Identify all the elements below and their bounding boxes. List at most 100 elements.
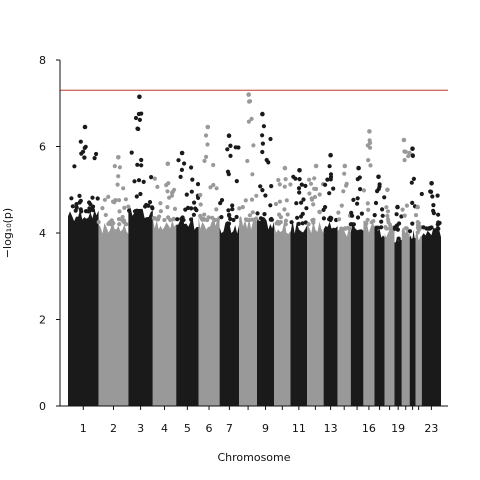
point xyxy=(311,220,316,225)
point xyxy=(385,209,391,214)
point xyxy=(230,207,235,212)
point xyxy=(384,205,389,210)
point xyxy=(358,187,363,192)
point xyxy=(121,186,126,191)
point xyxy=(339,226,344,231)
y-axis-title: −log₁₀(p) xyxy=(1,208,14,258)
point xyxy=(301,197,306,202)
point xyxy=(396,236,401,241)
y-tick-label: 8 xyxy=(39,54,46,67)
point xyxy=(166,215,171,220)
point xyxy=(74,202,79,207)
point xyxy=(87,200,92,205)
chromosome-band-13 xyxy=(323,221,338,406)
point xyxy=(308,181,314,186)
point xyxy=(195,182,201,187)
point xyxy=(228,153,233,158)
chromosome-band-5 xyxy=(176,216,199,406)
point xyxy=(365,201,370,206)
chromosome-band-23 xyxy=(421,226,441,406)
point xyxy=(237,206,242,211)
point xyxy=(364,221,369,226)
chromosome-band-2 xyxy=(98,220,129,406)
point xyxy=(325,177,330,182)
chromosome-band-8 xyxy=(239,215,257,406)
point xyxy=(123,197,128,202)
point xyxy=(283,218,289,223)
point xyxy=(135,162,140,167)
point xyxy=(102,197,107,202)
chromosome-band-18 xyxy=(384,224,395,406)
point xyxy=(299,214,304,219)
point xyxy=(406,154,411,159)
point xyxy=(185,205,191,210)
top-hit-point xyxy=(328,152,333,158)
point xyxy=(394,223,400,228)
point xyxy=(355,201,360,206)
point xyxy=(341,189,346,194)
point xyxy=(306,222,311,227)
point xyxy=(228,216,233,222)
point xyxy=(327,191,332,196)
point xyxy=(147,200,153,205)
point xyxy=(189,206,194,211)
point xyxy=(342,171,347,176)
point xyxy=(328,215,333,220)
point xyxy=(152,176,157,181)
point xyxy=(191,212,196,217)
point xyxy=(282,207,287,212)
point xyxy=(323,205,328,210)
point xyxy=(283,222,288,227)
point xyxy=(219,215,224,220)
chromosome-band-1 xyxy=(68,209,99,406)
point xyxy=(205,142,210,147)
top-hit-point xyxy=(116,155,121,160)
point xyxy=(111,199,116,204)
point xyxy=(283,177,288,182)
point xyxy=(407,150,412,155)
point xyxy=(86,209,91,214)
point xyxy=(96,219,101,225)
chromosome-band-3 xyxy=(128,207,153,406)
point xyxy=(351,197,356,202)
point xyxy=(268,217,273,222)
point xyxy=(77,193,82,198)
point xyxy=(245,158,250,164)
point xyxy=(297,177,302,182)
x-tick-label: 1 xyxy=(80,422,87,435)
point xyxy=(430,194,435,199)
point xyxy=(202,158,207,163)
point xyxy=(288,182,293,187)
top-hit-point xyxy=(260,111,265,117)
point xyxy=(247,213,252,218)
point xyxy=(269,184,274,189)
point xyxy=(263,193,268,198)
point xyxy=(138,191,143,197)
point xyxy=(268,136,273,142)
point xyxy=(427,226,432,231)
point xyxy=(250,210,255,215)
point xyxy=(226,221,232,226)
point xyxy=(203,133,209,138)
x-tick-label: 7 xyxy=(226,422,233,435)
point xyxy=(260,149,265,155)
top-hit-point xyxy=(82,124,88,130)
point xyxy=(368,163,373,168)
chromosome-band-16 xyxy=(363,220,375,406)
point xyxy=(282,184,287,189)
point xyxy=(260,188,265,193)
point xyxy=(135,126,140,131)
point xyxy=(296,186,302,191)
point xyxy=(383,225,388,230)
point xyxy=(211,182,216,188)
point xyxy=(255,211,260,216)
point xyxy=(300,221,305,226)
point xyxy=(266,160,271,165)
x-tick-label: 6 xyxy=(206,422,213,435)
point xyxy=(176,158,181,163)
point xyxy=(415,225,421,231)
point xyxy=(268,203,273,208)
top-hit-point xyxy=(367,129,372,134)
point xyxy=(211,162,216,168)
point xyxy=(262,212,267,217)
